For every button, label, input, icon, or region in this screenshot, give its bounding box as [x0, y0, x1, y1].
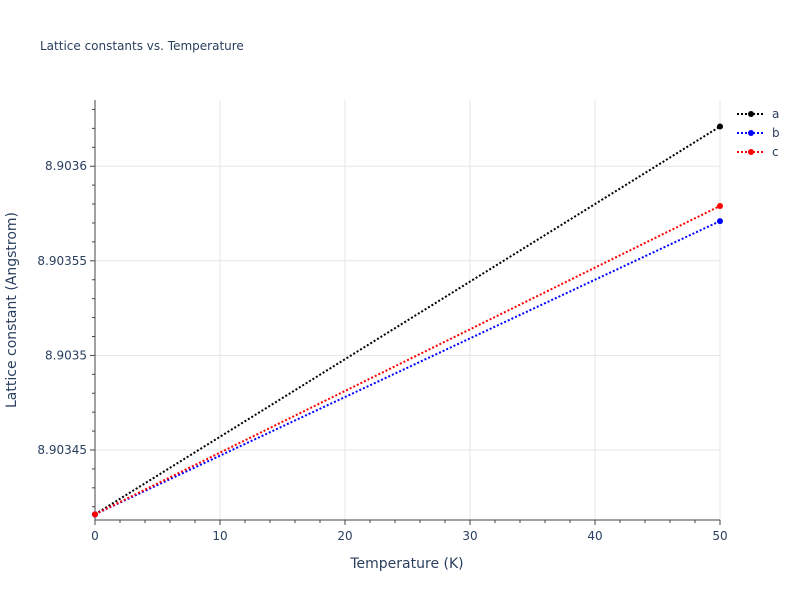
y-tick-label: 8.9035 [45, 348, 87, 362]
x-tick-label: 0 [91, 529, 99, 543]
legend-item-c[interactable]: c [737, 145, 779, 159]
series-line-a [94, 125, 721, 516]
data-point-b [717, 218, 723, 225]
axes: 0 10 20 30 40 50 8.90345 8.9035 8.90355 8.9036 [37, 100, 728, 543]
y-tick-label: 8.9036 [45, 159, 87, 173]
legend-swatch-marker [748, 111, 754, 117]
series-b [92, 218, 723, 518]
legend-label: b [772, 126, 780, 140]
series-line-b [94, 220, 721, 516]
legend-item-a[interactable]: a [737, 107, 779, 121]
x-tick-label: 10 [212, 529, 227, 543]
legend-swatch-marker [748, 130, 754, 136]
grid [95, 100, 721, 520]
data-point-a [717, 123, 723, 130]
series-line-c [94, 205, 721, 516]
series-c [92, 202, 723, 518]
y-tick-label: 8.90355 [37, 254, 87, 268]
legend-swatch-marker [748, 149, 754, 155]
x-tick-label: 20 [337, 529, 352, 543]
legend[interactable]: abc [737, 107, 780, 159]
x-tick-label: 30 [462, 529, 477, 543]
y-tick-label: 8.90345 [37, 443, 87, 457]
series-a [92, 123, 723, 518]
x-tick-label: 40 [587, 529, 602, 543]
x-tick-label: 50 [712, 529, 727, 543]
legend-label: c [772, 145, 779, 159]
legend-item-b[interactable]: b [737, 126, 780, 140]
data-point-c [92, 511, 98, 518]
series-group [92, 123, 723, 518]
legend-label: a [772, 107, 779, 121]
chart-title: Lattice constants vs. Temperature [40, 39, 244, 53]
y-axis-title: Lattice constant (Angstrom) [4, 212, 20, 408]
data-point-c [717, 202, 723, 209]
x-axis-title: Temperature (K) [349, 556, 463, 572]
